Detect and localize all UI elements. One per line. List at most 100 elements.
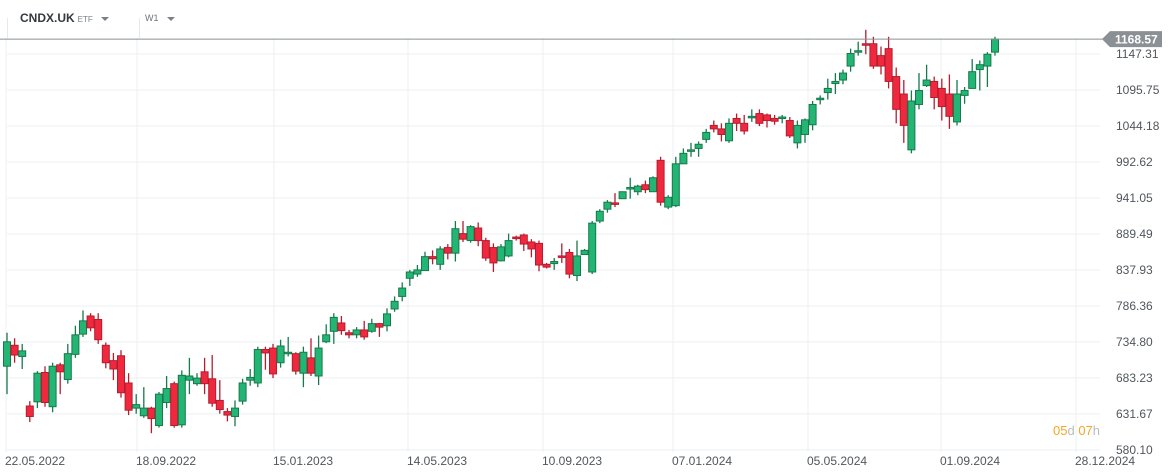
candle-up (603, 201, 612, 210)
candle-down (269, 347, 277, 375)
price-axis[interactable]: 1147.31 1095.75 1044.18 992.62 941.05 889.49 8… (1116, 47, 1160, 457)
candle-up (588, 222, 597, 273)
candle-down (481, 240, 490, 259)
candle-up (694, 143, 703, 149)
candle-down (41, 372, 49, 404)
candle-up (405, 271, 414, 279)
x-tick-label: 15.01.2023 (273, 454, 333, 468)
candle-up (276, 345, 285, 364)
timeframe-selector[interactable]: W1 (145, 13, 175, 23)
current-price-tag (1102, 31, 1162, 48)
candle-down (656, 159, 665, 203)
candle-down (755, 113, 764, 124)
candle-up (778, 116, 787, 120)
candle-down (869, 43, 878, 67)
candle-up (839, 72, 847, 81)
y-tick-label: 992.62 (1116, 155, 1153, 169)
candle-down (937, 87, 946, 108)
candle-down (770, 117, 779, 122)
time-axis[interactable]: 22.05.2022 18.09.2022 15.01.2023 14.05.2023… (5, 454, 1135, 468)
candle-down (535, 242, 543, 266)
candle-up (390, 300, 399, 310)
candle-down (474, 227, 483, 242)
candle-up (504, 240, 513, 257)
candle-countdown: 05d 07h (1053, 423, 1100, 438)
candle-down (124, 382, 133, 411)
candle-up (238, 382, 247, 402)
candle-down (785, 120, 794, 137)
candle-up (960, 90, 969, 96)
candle-up (367, 323, 376, 332)
candle-up (352, 329, 361, 336)
countdown-days-unit: d (1067, 423, 1075, 438)
candle-up (185, 375, 194, 381)
candle-down (337, 322, 346, 332)
y-tick-label: 786.36 (1116, 299, 1153, 313)
countdown-hours: 07 (1078, 423, 1093, 438)
candles (3, 29, 999, 434)
symbol-selector[interactable]: CNDX.UK ETF (20, 11, 109, 25)
candle-up (466, 226, 475, 242)
candle-down (519, 234, 528, 245)
y-tick-label: 1044.18 (1116, 119, 1160, 133)
candle-down (147, 407, 156, 420)
candle-down (360, 329, 369, 338)
candle-up (231, 407, 239, 417)
candle-down (565, 251, 574, 275)
candle-down (86, 315, 95, 329)
candle-up (436, 248, 445, 265)
x-tick-label: 22.05.2022 (5, 454, 65, 468)
current-price-line: 1168.57 (0, 31, 1162, 48)
candle-down (459, 233, 467, 240)
candle-up (329, 316, 338, 332)
candle-up (907, 100, 916, 151)
candle-down (208, 378, 217, 404)
candle-down (375, 323, 384, 328)
candle-down (611, 202, 619, 205)
candle-up (626, 187, 635, 190)
candle-down (170, 383, 179, 427)
candle-up (383, 313, 391, 327)
candle-up (816, 97, 825, 101)
candle-down (732, 117, 741, 124)
candle-up (246, 376, 255, 381)
candle-up (322, 334, 331, 343)
x-tick-label: 10.09.2023 (542, 454, 602, 468)
candle-up (451, 228, 460, 254)
y-tick-label: 580.10 (1116, 443, 1153, 457)
symbol-name: CNDX.UK (20, 11, 75, 25)
candle-down (10, 344, 19, 356)
candle-up (284, 351, 293, 355)
candle-down (101, 344, 110, 364)
candle-down (443, 247, 452, 254)
candle-down (542, 263, 551, 268)
candle-up (975, 64, 984, 71)
x-tick-label: 28.12.2024 (1075, 454, 1135, 468)
candle-down (945, 93, 954, 117)
candle-up (991, 38, 999, 53)
x-tick-label: 01.09.2024 (940, 454, 1000, 468)
y-tick-label: 631.67 (1116, 407, 1153, 421)
candle-up (687, 149, 695, 152)
candle-up (595, 210, 604, 222)
x-tick-label: 07.01.2024 (672, 454, 732, 468)
candle-up (633, 185, 642, 193)
candle-up (497, 246, 505, 262)
candle-down (512, 236, 521, 240)
toolbar-divider (7, 18, 8, 38)
candle-up (314, 347, 323, 377)
candle-up (702, 131, 711, 140)
candle-down (740, 122, 749, 132)
y-tick-label: 734.80 (1116, 335, 1153, 349)
candle-down (223, 411, 232, 416)
candle-down (261, 348, 270, 354)
countdown-hours-unit: h (1092, 423, 1101, 438)
y-tick-label: 1095.75 (1116, 83, 1160, 97)
candle-up (421, 256, 429, 272)
candle-up (823, 87, 832, 94)
candle-up (18, 350, 27, 357)
candle-down (930, 80, 939, 98)
candle-down (56, 364, 65, 373)
candle-up (132, 404, 141, 409)
